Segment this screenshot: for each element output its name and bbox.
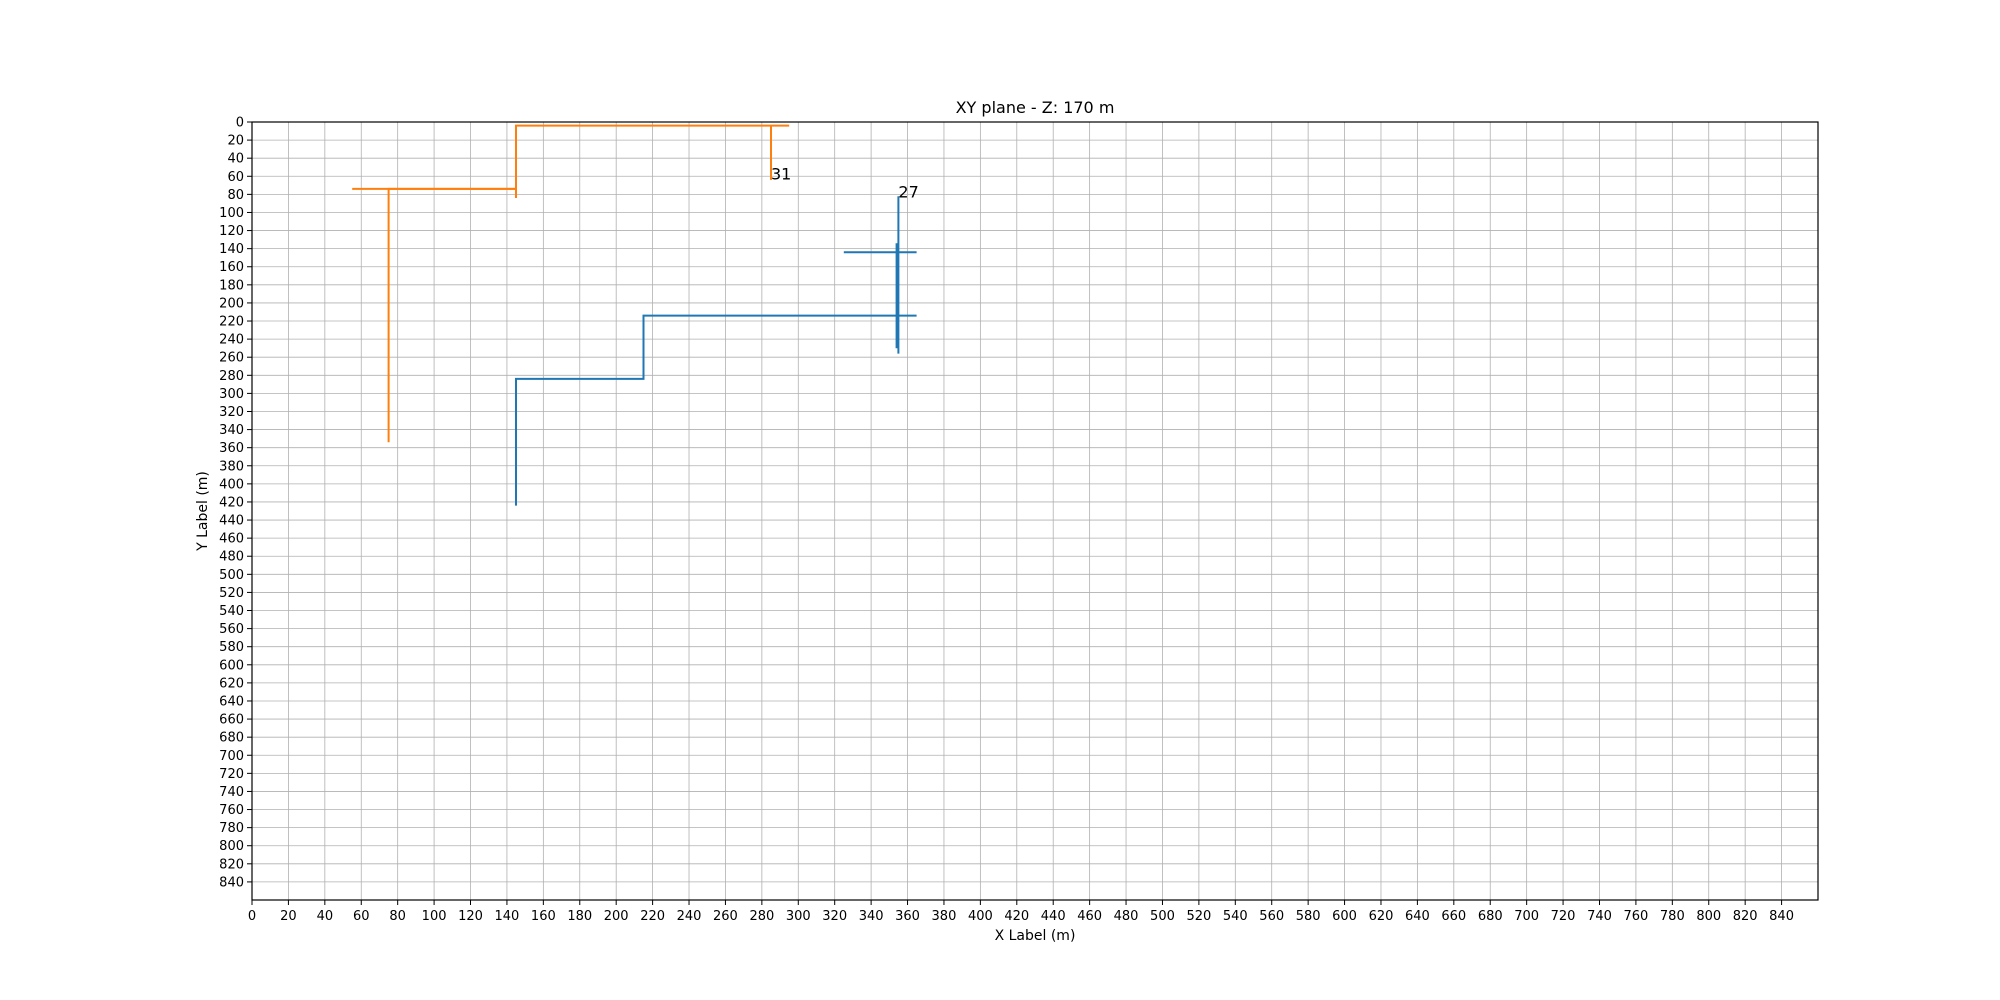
x-tick-label: 360 xyxy=(895,909,920,924)
y-tick-label: 760 xyxy=(219,803,244,818)
y-tick-label: 460 xyxy=(219,532,244,547)
x-tick-label: 100 xyxy=(422,909,447,924)
y-tick-label: 40 xyxy=(227,152,244,167)
series-line xyxy=(515,314,917,506)
x-tick-label: 720 xyxy=(1551,909,1576,924)
y-tick-label: 220 xyxy=(219,315,244,330)
x-tick-label: 520 xyxy=(1186,909,1211,924)
x-tick-label: 840 xyxy=(1769,909,1794,924)
x-tick-label: 320 xyxy=(822,909,847,924)
x-tick-label: 300 xyxy=(786,909,811,924)
y-axis-label: Y Label (m) xyxy=(195,471,211,552)
y-tick-label: 720 xyxy=(219,767,244,782)
x-tick-label: 140 xyxy=(495,909,520,924)
x-tick-label: 340 xyxy=(859,909,884,924)
y-tick-label: 380 xyxy=(219,459,244,474)
x-tick-label: 200 xyxy=(604,909,629,924)
y-tick-label: 500 xyxy=(219,568,244,583)
y-tick-label: 680 xyxy=(219,731,244,746)
x-tick-label: 560 xyxy=(1259,909,1284,924)
x-tick-label: 700 xyxy=(1514,909,1539,924)
y-tick-label: 160 xyxy=(219,260,244,275)
y-tick-label: 440 xyxy=(219,514,244,529)
y-tick-label: 740 xyxy=(219,785,244,800)
y-tick-label: 200 xyxy=(219,296,244,311)
y-tick-label: 100 xyxy=(219,206,244,221)
data-series: 27 31 xyxy=(352,124,919,506)
x-tick-label: 760 xyxy=(1623,909,1648,924)
x-tick-label: 40 xyxy=(317,909,334,924)
y-tick-label: 280 xyxy=(219,369,244,384)
y-tick-label: 20 xyxy=(227,134,244,149)
x-tick-label: 20 xyxy=(280,909,297,924)
x-tick-label: 540 xyxy=(1223,909,1248,924)
y-tick-label: 400 xyxy=(219,477,244,492)
y-tick-label: 520 xyxy=(219,586,244,601)
x-tick-label: 380 xyxy=(932,909,957,924)
grid-lines xyxy=(251,121,1818,900)
y-tick-label: 700 xyxy=(219,749,244,764)
y-tick-label: 240 xyxy=(219,333,244,348)
x-tick-label: 160 xyxy=(531,909,556,924)
y-tick-label: 640 xyxy=(219,694,244,709)
x-tick-label: 620 xyxy=(1369,909,1394,924)
y-tick-label: 780 xyxy=(219,821,244,836)
x-tick-label: 800 xyxy=(1696,909,1721,924)
x-tick-label: 240 xyxy=(677,909,702,924)
y-tick-label: 260 xyxy=(219,351,244,366)
y-tick-label: 560 xyxy=(219,622,244,637)
y-tick-label: 120 xyxy=(219,224,244,239)
x-tick-label: 740 xyxy=(1587,909,1612,924)
x-tick-label: 680 xyxy=(1478,909,1503,924)
y-tick-label: 340 xyxy=(219,423,244,438)
y-tick-label: 820 xyxy=(219,857,244,872)
y-tick-label: 620 xyxy=(219,676,244,691)
y-tick-label: 800 xyxy=(219,839,244,854)
x-tick-label: 400 xyxy=(968,909,993,924)
y-tick-label: 80 xyxy=(227,188,244,203)
y-tick-label: 180 xyxy=(219,278,244,293)
y-tick-label: 600 xyxy=(219,658,244,673)
y-tick-label: 300 xyxy=(219,387,244,402)
y-tick-label: 420 xyxy=(219,495,244,510)
series-annotation-label: 31 xyxy=(771,164,791,183)
x-tick-label: 640 xyxy=(1405,909,1430,924)
x-tick-label: 440 xyxy=(1041,909,1066,924)
plot-area-frame xyxy=(251,121,1819,901)
y-tick-label: 480 xyxy=(219,550,244,565)
x-tick-label: 80 xyxy=(389,909,406,924)
y-tick-label: 140 xyxy=(219,242,244,257)
x-tick-label: 500 xyxy=(1150,909,1175,924)
x-tick-label: 220 xyxy=(640,909,665,924)
y-tick-label: 580 xyxy=(219,640,244,655)
x-tick-label: 420 xyxy=(1004,909,1029,924)
x-tick-label: 180 xyxy=(567,909,592,924)
x-axis-ticks: 0 20 40 60 80 100 120 140 160 180 200 220 240 260 280 3… xyxy=(248,900,1794,924)
x-tick-label: 280 xyxy=(749,909,774,924)
y-tick-label: 360 xyxy=(219,441,244,456)
x-tick-label: 820 xyxy=(1733,909,1758,924)
series-line xyxy=(387,124,790,443)
y-tick-label: 840 xyxy=(219,875,244,890)
x-tick-label: 0 xyxy=(248,909,256,924)
y-tick-label: 540 xyxy=(219,604,244,619)
x-axis-label: X Label (m) xyxy=(995,928,1076,944)
x-tick-label: 480 xyxy=(1114,909,1139,924)
y-tick-label: 660 xyxy=(219,713,244,728)
y-axis-ticks: 0 20 40 60 80 100 120 140 160 180 200 220 240 260 280 3… xyxy=(219,116,252,890)
x-tick-label: 460 xyxy=(1077,909,1102,924)
x-tick-label: 580 xyxy=(1296,909,1321,924)
series-annotation-label: 27 xyxy=(898,183,918,202)
y-tick-label: 0 xyxy=(236,116,244,131)
x-tick-label: 660 xyxy=(1441,909,1466,924)
chart-title: XY plane - Z: 170 m xyxy=(956,98,1115,117)
x-tick-label: 600 xyxy=(1332,909,1357,924)
x-tick-label: 120 xyxy=(458,909,483,924)
x-tick-label: 260 xyxy=(713,909,738,924)
x-tick-label: 780 xyxy=(1660,909,1685,924)
y-tick-label: 320 xyxy=(219,405,244,420)
x-tick-label: 60 xyxy=(353,909,370,924)
y-tick-label: 60 xyxy=(227,170,244,185)
